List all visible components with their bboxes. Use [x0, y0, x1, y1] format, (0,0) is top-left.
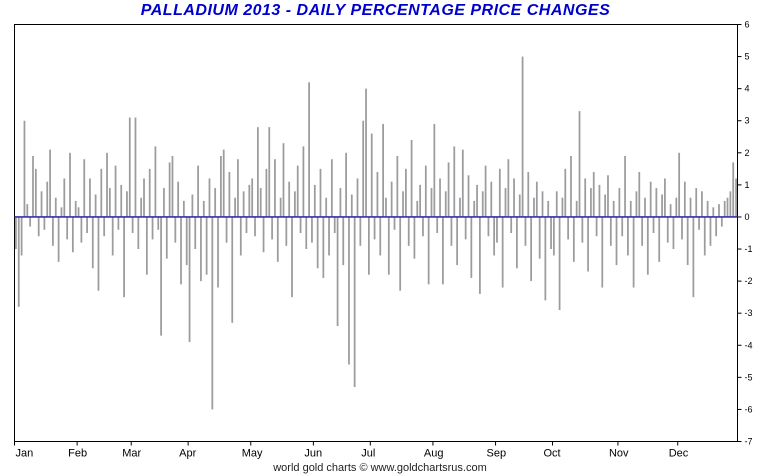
svg-text:Nov: Nov	[609, 448, 629, 460]
svg-text:May: May	[242, 448, 263, 460]
svg-text:1: 1	[745, 180, 750, 190]
svg-text:Apr: Apr	[179, 448, 196, 460]
svg-text:Aug: Aug	[424, 448, 444, 460]
svg-text:-4: -4	[745, 340, 753, 350]
svg-text:5: 5	[745, 52, 750, 62]
svg-text:4: 4	[745, 84, 750, 94]
svg-text:Mar: Mar	[122, 448, 141, 460]
svg-text:Sep: Sep	[487, 448, 507, 460]
svg-text:-1: -1	[745, 244, 753, 254]
svg-text:Jul: Jul	[361, 448, 375, 460]
svg-text:-6: -6	[745, 404, 753, 414]
svg-text:6: 6	[745, 20, 750, 30]
svg-text:Jan: Jan	[16, 448, 34, 460]
svg-text:-3: -3	[745, 308, 753, 318]
svg-text:0: 0	[745, 212, 750, 222]
svg-text:Jun: Jun	[304, 448, 322, 460]
svg-text:-2: -2	[745, 276, 753, 286]
svg-text:3: 3	[745, 116, 750, 126]
svg-text:-5: -5	[745, 372, 753, 382]
chart-title: PALLADIUM 2013 - DAILY PERCENTAGE PRICE …	[140, 2, 611, 19]
svg-text:-7: -7	[745, 437, 753, 447]
svg-text:Feb: Feb	[68, 448, 87, 460]
svg-text:Oct: Oct	[543, 448, 560, 460]
svg-text:2: 2	[745, 148, 750, 158]
svg-text:Dec: Dec	[669, 448, 689, 460]
chart-footer: world gold charts © www.goldchartsrus.co…	[273, 462, 487, 474]
